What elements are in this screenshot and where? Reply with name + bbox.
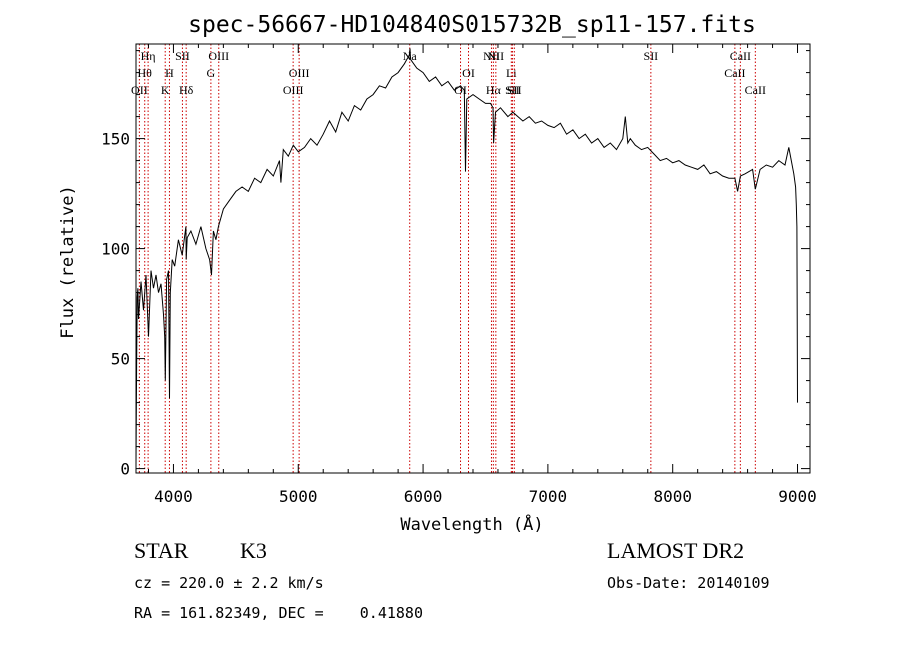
survey-label: LAMOST DR2 bbox=[607, 538, 745, 563]
line-marker-label: G bbox=[207, 66, 216, 80]
line-marker-label: OIII bbox=[283, 83, 304, 97]
line-marker-label: CaII bbox=[724, 66, 745, 80]
y-tick-label: 100 bbox=[101, 240, 130, 259]
y-axis-label: Flux (relative) bbox=[58, 185, 78, 339]
line-marker-label: OII bbox=[131, 83, 148, 97]
x-tick-label: 9000 bbox=[778, 487, 817, 506]
line-marker-label: K bbox=[161, 83, 170, 97]
line-marker-label: Hα bbox=[486, 83, 502, 97]
x-axis-label: Wavelength (Å) bbox=[400, 513, 543, 535]
y-tick-label: 150 bbox=[101, 130, 130, 149]
line-marker-label: OI bbox=[462, 66, 475, 80]
y-axis-ticks: 0 50 100 150 bbox=[101, 50, 810, 479]
line-marker-label: CaII bbox=[730, 49, 751, 63]
line-marker-label: NII bbox=[488, 49, 505, 63]
line-marker-label: H bbox=[165, 66, 174, 80]
x-tick-label: 8000 bbox=[653, 487, 692, 506]
x-tick-label: 6000 bbox=[404, 487, 443, 506]
line-marker-label: SII bbox=[507, 83, 522, 97]
chart-title: spec-56667-HD104840S015732B_sp11-157.fit… bbox=[188, 12, 756, 38]
redshift-value: cz = 220.0 ± 2.2 km/s bbox=[134, 574, 324, 592]
y-tick-label: 0 bbox=[120, 460, 130, 479]
x-tick-label: 5000 bbox=[279, 487, 318, 506]
line-marker-label: CaII bbox=[745, 83, 766, 97]
x-tick-label: 4000 bbox=[154, 487, 193, 506]
line-marker-label: SII bbox=[175, 49, 190, 63]
x-tick-label: 7000 bbox=[529, 487, 568, 506]
line-marker-label: OIII bbox=[208, 49, 229, 63]
line-marker-label: Li bbox=[506, 66, 517, 80]
x-axis-ticks: 4000 5000 6000 7000 8000 9000 bbox=[147, 44, 817, 506]
line-marker-label: Hη bbox=[141, 49, 156, 63]
coordinates: RA = 161.82349, DEC = 0.41880 bbox=[134, 604, 423, 622]
object-class: STAR bbox=[134, 538, 189, 563]
object-subclass: K3 bbox=[240, 538, 267, 563]
line-marker-label: SII bbox=[505, 83, 520, 97]
plot-frame bbox=[135, 43, 811, 474]
line-markers: OIIHθHηKHSIIHδGOIIIOIIIOIIINaOIOINIIHαNI… bbox=[131, 44, 766, 473]
line-marker-label: OI bbox=[454, 83, 467, 97]
obs-date: Obs-Date: 20140109 bbox=[607, 574, 770, 592]
line-marker-label: SII bbox=[644, 49, 659, 63]
y-tick-label: 50 bbox=[111, 350, 130, 369]
line-marker-label: Hδ bbox=[179, 83, 194, 97]
line-marker-label: OIII bbox=[289, 66, 310, 80]
spectrum-line bbox=[135, 48, 798, 465]
